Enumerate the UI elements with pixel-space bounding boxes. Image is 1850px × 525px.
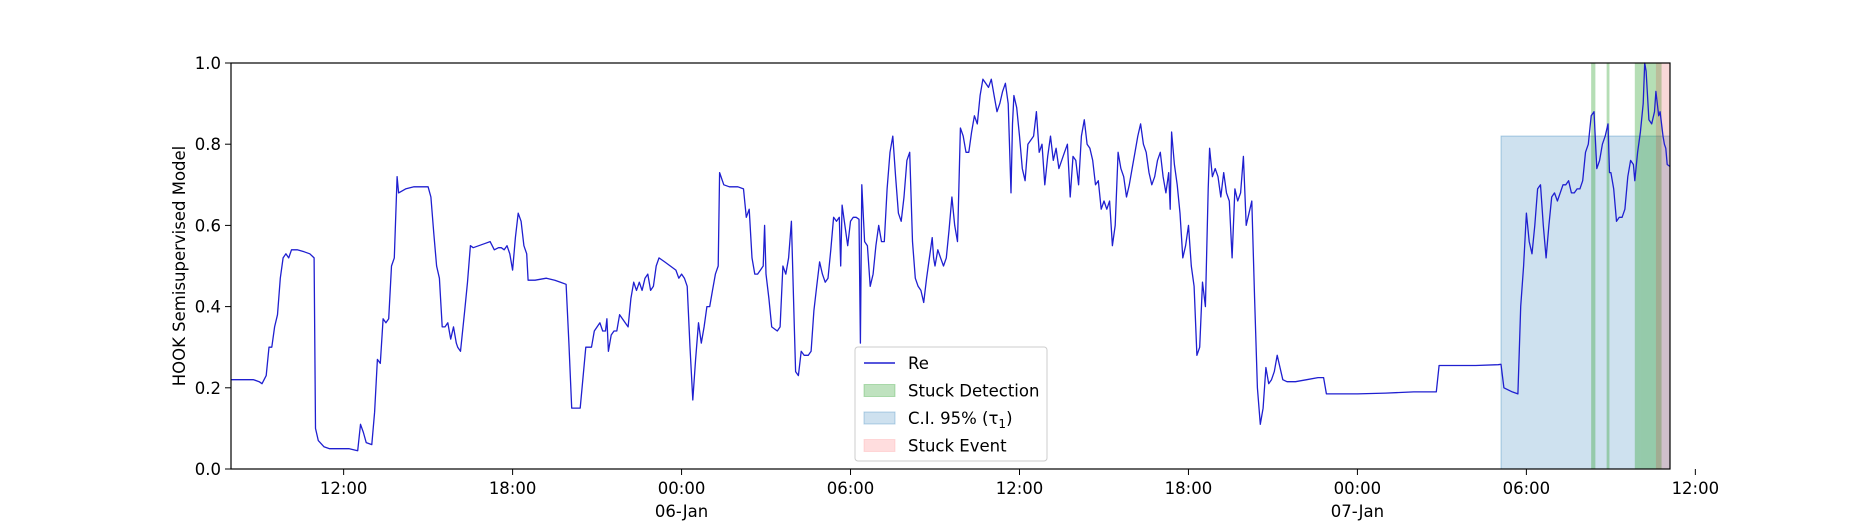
x-tick-date-label: 06-Jan [655,502,708,521]
y-axis-title: HOOK Semisupervised Model [170,146,189,387]
series-line-re [231,62,1671,452]
ci-band [1500,135,1671,470]
legend-label: Stuck Detection [908,382,1039,401]
shaded-regions [1500,63,1671,470]
legend-label: Stuck Event [908,437,1007,456]
y-tick-label: 0.2 [195,379,221,398]
x-tick-label: 12:00 [996,479,1044,498]
x-tick-label: 18:00 [489,479,537,498]
x-tick-label: 12:00 [320,479,368,498]
y-tick-label: 0.6 [195,216,221,235]
stuck-detection-band [1634,63,1641,469]
y-tick-label: 0.0 [195,460,221,479]
stuck-detection-band [1640,63,1662,469]
x-tick-label: 06:00 [1503,479,1551,498]
x-axis: 12:0018:0000:0006-Jan190006:0012:0018:00… [320,469,1720,521]
legend-swatch-red [863,439,896,452]
y-tick-label: 0.4 [195,298,221,317]
x-tick-label: 00:00 [658,479,706,498]
y-tick-label: 0.8 [195,135,221,154]
y-axis: 0.0 0.2 0.4 0.6 0.8 1.0 [195,54,231,479]
stuck-detection-band [1606,63,1610,469]
x-tick-label: 18:00 [1165,479,1213,498]
x-tick-label: 12:00 [1672,479,1720,498]
series-layer [231,62,1671,452]
legend-label: C.I. 95% (τ1) [908,409,1013,431]
stuck-event-band [1660,63,1670,469]
legend-swatch-green [863,384,896,397]
stuck-detection-band [1591,63,1596,469]
y-tick-label: 1.0 [195,54,221,73]
x-tick-label: 06:00 [827,479,875,498]
stuck-event-band [1655,63,1661,469]
legend-label: Re [908,354,929,373]
x-tick-date-label: 07-Jan [1331,502,1384,521]
legend: Re Stuck Detection C.I. 95% (τ1) Stuck Even… [854,346,1048,462]
plot-frame [230,62,1671,470]
legend-swatch-blue [863,411,896,425]
legend-box [854,346,1048,462]
x-tick-label: 00:00 [1334,479,1382,498]
